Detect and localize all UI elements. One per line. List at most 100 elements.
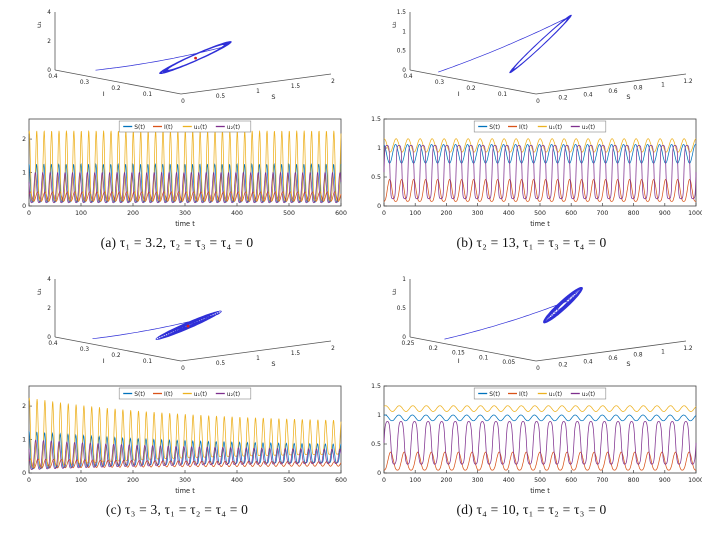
y-axis-label: I bbox=[103, 90, 105, 98]
x-tick-label: 300 bbox=[471, 477, 483, 484]
y-tick-label: 1.5 bbox=[371, 116, 381, 123]
y-tick-label: 0.3 bbox=[80, 80, 90, 86]
x-tick-label: 200 bbox=[127, 210, 139, 217]
phase-trajectory bbox=[92, 310, 222, 340]
x-tick-label: 800 bbox=[627, 477, 639, 484]
phase-trajectory bbox=[437, 14, 572, 74]
time-series-plot-d: 0 100 200 300 400 500 600 700 800 900 1000 0 0.5 1 1.5… bbox=[362, 379, 702, 497]
z-tick-label: 0 bbox=[47, 335, 51, 341]
x-tick-label: 0 bbox=[536, 366, 540, 372]
x-tick-label: 0 bbox=[382, 210, 386, 217]
y-axis bbox=[409, 336, 536, 362]
phase-trajectory bbox=[443, 286, 583, 340]
x-tick-label: 700 bbox=[596, 477, 608, 484]
y-tick-label: 0.1 bbox=[497, 92, 507, 98]
y-tick-label: 0.15 bbox=[451, 351, 464, 357]
y-tick-label: 0.5 bbox=[371, 174, 381, 181]
x-tick-label: 0 bbox=[382, 477, 386, 484]
x-tick-label: 0.6 bbox=[608, 356, 618, 362]
x-tick-label: 600 bbox=[335, 477, 347, 484]
x-tick-label: 100 bbox=[75, 210, 87, 217]
y-tick-label: 0 bbox=[377, 470, 381, 477]
x-tick-label: 900 bbox=[658, 477, 670, 484]
y-tick-label: 0.2 bbox=[466, 86, 476, 92]
legend-label-u2: u₂(t) bbox=[581, 391, 594, 398]
y-axis-label: I bbox=[457, 90, 459, 98]
legend-label-u1: u₁(t) bbox=[548, 124, 561, 131]
x-tick-label: 1.2 bbox=[683, 79, 693, 85]
series-line-S bbox=[28, 431, 342, 470]
time-series-plot-a: 0 100 200 300 400 500 600 0 1 2 time t S(t) I(t) u₁(t… bbox=[7, 112, 347, 230]
z-tick-label: 0 bbox=[402, 335, 406, 341]
y-tick-label: 0.3 bbox=[80, 347, 90, 353]
x-tick-label: 0.8 bbox=[633, 86, 643, 92]
y-tick-label: 0.4 bbox=[48, 341, 58, 347]
legend-label-u1: u₁(t) bbox=[548, 391, 561, 398]
x-tick-label: 500 bbox=[283, 210, 295, 217]
series-line-u2 bbox=[28, 171, 342, 204]
x-tick-label: 1000 bbox=[688, 210, 702, 217]
series-line-I bbox=[28, 458, 342, 469]
x-tick-label: 0 bbox=[181, 99, 185, 105]
x-axis bbox=[180, 340, 332, 362]
x-tick-label: 2 bbox=[331, 79, 335, 85]
equilibrium-marker bbox=[194, 56, 197, 60]
x-tick-label: 1.5 bbox=[291, 351, 301, 357]
time-series-plot-b: 0 100 200 300 400 500 600 700 800 900 1000 0 0.5 1 1.5… bbox=[362, 112, 702, 230]
subfigure-caption-d: (d) τ₄ = 10, τ₁ = τ₂ = τ₃ = 0 bbox=[456, 502, 607, 517]
z-tick-label: 0.5 bbox=[396, 306, 406, 312]
x-tick-label: 0.8 bbox=[633, 353, 643, 359]
x-tick-label: 100 bbox=[75, 477, 87, 484]
series-line-u1 bbox=[28, 130, 342, 202]
y-tick-label: 2 bbox=[22, 136, 26, 143]
legend-label-S: S(t) bbox=[134, 391, 145, 398]
legend-label-S: S(t) bbox=[134, 124, 145, 131]
x-tick-label: 1.2 bbox=[683, 346, 693, 352]
series-line-I bbox=[383, 178, 696, 202]
series-line-u1 bbox=[383, 138, 696, 153]
series-line-u2 bbox=[28, 439, 342, 470]
series-line-u1 bbox=[28, 397, 342, 468]
x-tick-label: 300 bbox=[179, 210, 191, 217]
x-axis-label: time t bbox=[530, 487, 550, 495]
y-tick-label: 0.2 bbox=[111, 86, 121, 92]
x-tick-label: 500 bbox=[283, 477, 295, 484]
z-tick-label: 1 bbox=[402, 29, 406, 35]
x-tick-label: 600 bbox=[565, 210, 577, 217]
z-tick-label: 0.5 bbox=[396, 49, 406, 55]
y-tick-label: 1.5 bbox=[371, 383, 381, 390]
y-tick-label: 0.05 bbox=[502, 360, 515, 366]
x-axis-label: time t bbox=[175, 487, 195, 495]
series-line-u2 bbox=[383, 145, 696, 200]
y-tick-label: 0 bbox=[22, 203, 26, 210]
y-axis bbox=[54, 69, 182, 95]
x-tick-label: 300 bbox=[471, 210, 483, 217]
legend-label-I: I(t) bbox=[519, 124, 528, 131]
z-tick-label: 4 bbox=[47, 277, 51, 283]
x-tick-label: 100 bbox=[409, 210, 421, 217]
series-line-S bbox=[383, 414, 696, 422]
x-tick-label: 1 bbox=[256, 89, 260, 95]
x-tick-label: 500 bbox=[534, 477, 546, 484]
y-tick-label: 0.2 bbox=[428, 346, 438, 352]
x-tick-label: 400 bbox=[502, 210, 514, 217]
x-axis bbox=[180, 73, 332, 95]
x-tick-label: 600 bbox=[565, 477, 577, 484]
z-tick-label: 2 bbox=[47, 306, 51, 312]
legend-label-S: S(t) bbox=[489, 391, 500, 398]
z-tick-label: 4 bbox=[47, 10, 51, 16]
timeseries-canvas: 0 100 200 300 400 500 600 0 1 2 time t S(t) I(t) u₁(t… bbox=[22, 385, 347, 495]
legend-label-u2: u₂(t) bbox=[581, 124, 594, 131]
time-series-plot-c: 0 100 200 300 400 500 600 0 1 2 time t S(t) I(t) u₁(t… bbox=[7, 379, 347, 497]
subfigure-d: 0 0.2 0.4 0.6 0.8 1 1.2 0.05 0.1 0.15 0.2 0.25 0 0.5 1… bbox=[354, 273, 709, 518]
x-tick-label: 0.4 bbox=[583, 92, 593, 98]
x-axis-label: S bbox=[271, 360, 275, 368]
y-tick-label: 0.1 bbox=[143, 359, 153, 365]
x-tick-label: 0.2 bbox=[558, 96, 568, 102]
